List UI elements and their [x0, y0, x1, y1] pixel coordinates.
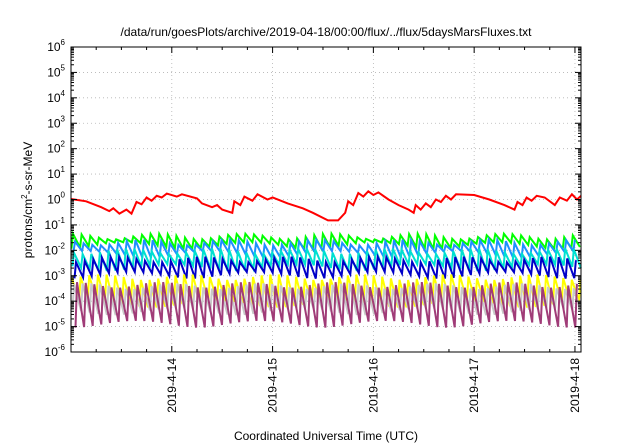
chart-title: /data/run/goesPlots/archive/2019-04-18/0…: [121, 25, 533, 39]
y-tick-label: 101: [47, 165, 65, 181]
series-line-3: [72, 236, 576, 262]
y-tick-label: 103: [47, 114, 65, 130]
y-axis-label: protons/cm2-s-sr-MeV: [20, 142, 35, 258]
x-tick-label: 2019-4-14: [165, 358, 179, 413]
y-tick-label: 10-3: [45, 267, 66, 283]
y-tick-label: 100: [47, 191, 65, 207]
y-tick-label: 10-6: [45, 343, 66, 359]
y-tick-label: 10-1: [45, 216, 66, 232]
y-tick-label: 105: [47, 63, 65, 79]
x-axis-ticks: 2019-4-14 2019-4-15 2019-4-16 2019-4-17 2019…: [95, 47, 582, 413]
y-tick-label: 106: [47, 38, 65, 54]
series-line-8: [74, 281, 578, 328]
y-tick-label: 104: [47, 89, 65, 105]
series-lines: [70, 189, 582, 328]
x-tick-label: 2019-4-15: [266, 358, 280, 413]
series-line-4: [71, 244, 582, 273]
x-tick-label: 2019-4-17: [467, 358, 481, 413]
series-line-2: [70, 230, 581, 253]
y-tick-label: 10-4: [45, 292, 66, 308]
series-line-1: [70, 189, 582, 222]
x-tick-label: 2019-4-18: [568, 358, 582, 413]
x-axis-label: Coordinated Universal Time (UTC): [234, 429, 418, 443]
y-tick-label: 10-2: [45, 241, 66, 257]
series-line-5: [73, 252, 577, 282]
x-tick-label: 2019-4-16: [366, 358, 380, 413]
y-tick-label: 102: [47, 140, 65, 156]
y-tick-label: 10-5: [45, 318, 66, 334]
